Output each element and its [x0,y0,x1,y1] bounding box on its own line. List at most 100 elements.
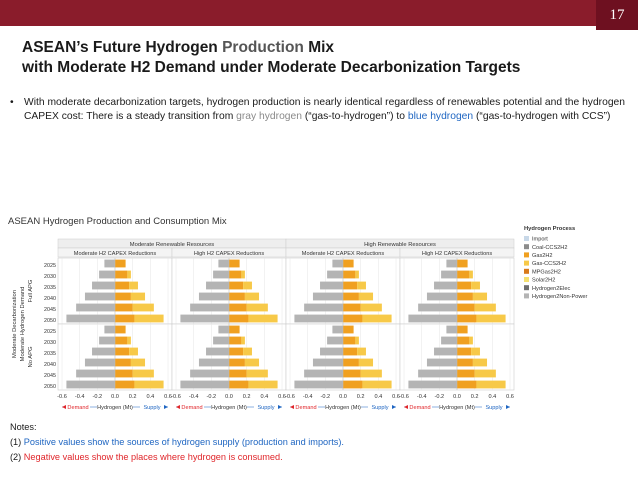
legend-swatch [524,252,529,258]
bullet-gray-hydrogen: gray hydrogen [236,111,302,122]
supply-bar [357,281,366,290]
supply-label-bg [140,403,164,410]
supply-bar [229,314,249,323]
row-group-label: Moderate Decarbonization [12,290,18,358]
row-label: Full APG [28,279,34,302]
demand-label: Demand [67,405,88,411]
x-tick-label: -0.6 [57,394,67,400]
note-2: (2) Negative values show the places wher… [10,450,344,465]
title-line1-pre: ASEAN’s Future Hydrogen [22,39,223,56]
demand-bar [408,314,457,323]
supply-bar [457,292,473,301]
demand-bar [104,325,115,334]
x-tick-label: 0.2 [471,394,479,400]
supply-bar [244,358,260,367]
title-line1-accent: Production [222,39,304,56]
legend-swatch [524,293,529,299]
demand-arrow-icon [176,405,180,409]
supply-bar [241,336,245,345]
legend-label: Gas-CCS2H2 [532,261,566,267]
supply-bar [248,314,278,323]
supply-bar [476,380,506,389]
bullet-blue-hydrogen: blue hydrogen [407,111,474,122]
x-tick-label: 0.6 [392,394,400,400]
supply-bar [229,358,245,367]
x-tick-label: -0.2 [435,394,445,400]
bullet-dot-icon: • [10,97,14,108]
year-tick-label: 2030 [44,274,56,280]
demand-label: Demand [181,405,202,411]
supply-bar [115,303,133,312]
legend-label: Coal-CCS2H2 [532,245,567,251]
supply-bar [229,303,247,312]
demand-bar [408,380,457,389]
supply-bar [246,369,268,378]
note-1: (1) Positive values show the sources of … [10,435,344,450]
demand-label-bg [66,403,90,410]
demand-bar [66,314,115,323]
supply-bar [457,347,472,356]
legend-swatch [524,260,529,266]
demand-bar [434,281,457,290]
demand-bar [104,259,115,268]
supply-bar [115,380,135,389]
demand-bar [218,259,229,268]
legend-swatch [524,236,529,241]
x-tick-label: -0.2 [207,394,217,400]
demand-label-bg [180,403,204,410]
year-tick-label: 2035 [44,285,56,291]
supply-bar [476,314,506,323]
year-tick-label: 2040 [44,296,56,302]
x-axis-label: Hydrogen (Mt) [97,405,133,411]
supply-bar [127,270,131,279]
supply-label-bg [368,403,392,410]
demand-bar [76,369,115,378]
page-number: 17 [596,0,638,30]
demand-bar [446,325,457,334]
demand-bar [312,292,343,301]
supply-arrow-icon [164,405,168,409]
supply-bar [343,369,361,378]
supply-bar [457,358,473,367]
supply-bar [357,347,366,356]
supply-bar [343,325,354,334]
demand-bar [190,369,229,378]
demand-bar [84,358,115,367]
xlabel-bg [325,403,361,410]
legend-label: Hydrogen2Elec [532,286,570,292]
demand-label: Demand [295,405,316,411]
supply-bar [343,380,363,389]
x-tick-label: -0.4 [417,394,427,400]
supply-bar [457,303,475,312]
column-group-header: Moderate Renewable Resources [130,242,215,248]
supply-label: Supply [485,405,502,411]
x-tick-label: -0.2 [93,394,103,400]
supply-bar [132,303,154,312]
bullet-text-post: (“gas-to-hydrogen with CCS”) [473,111,611,122]
supply-bar [457,369,475,378]
supply-bar [130,358,146,367]
supply-bar [355,336,359,345]
demand-bar [327,336,343,345]
x-axis-label: Hydrogen (Mt) [439,405,475,411]
supply-bar [360,369,382,378]
demand-bar [180,380,229,389]
supply-bar [343,292,359,301]
note-1-prefix: (1) [10,437,24,447]
year-tick-label: 2050 [44,318,56,324]
year-tick-label: 2035 [44,351,56,357]
demand-bar [92,281,115,290]
supply-bar [362,314,392,323]
row-label: No APG [28,346,34,367]
demand-bar [304,369,343,378]
demand-bar [418,369,457,378]
demand-bar [327,270,343,279]
year-tick-label: 2025 [44,329,56,335]
demand-bar [213,270,229,279]
column-header: Moderate H2 CAPEX Reductions [302,251,385,257]
supply-bar [457,314,477,323]
supply-bar [474,303,496,312]
supply-bar [229,325,240,334]
x-tick-label: -0.6 [399,394,409,400]
demand-bar [304,303,343,312]
